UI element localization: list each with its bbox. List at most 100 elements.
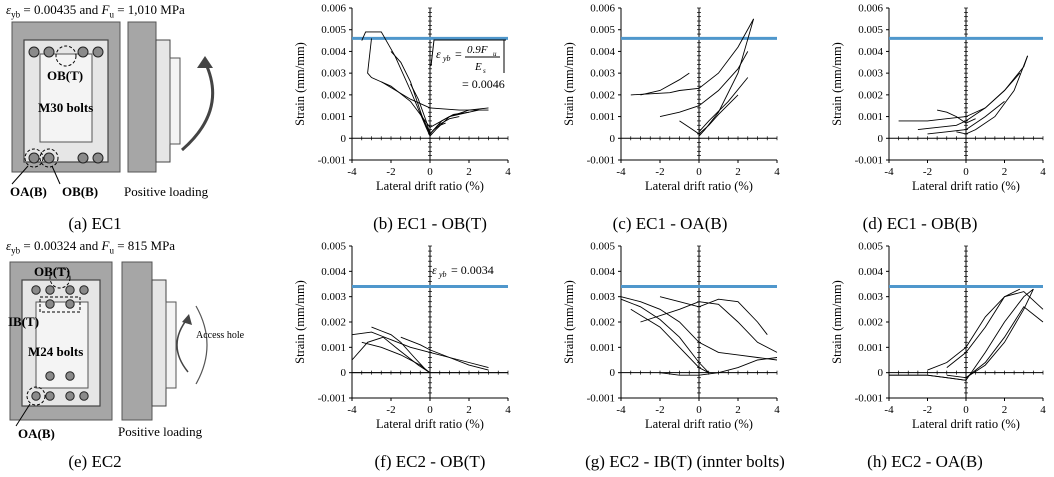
x-tick-label: -4 xyxy=(347,404,357,416)
ec1-strain-sub: yb xyxy=(11,9,21,20)
series-hysteresis-5 xyxy=(927,101,1005,135)
annotation-epsilon-sub: yb xyxy=(442,54,451,63)
ec2-leader-oab xyxy=(15,403,31,427)
x-axis-title: Lateral drift ratio (%) xyxy=(376,179,484,193)
series-hysteresis-1 xyxy=(898,55,1029,122)
series-hysteresis-5 xyxy=(381,81,489,111)
x-tick-label: -2 xyxy=(386,166,395,178)
x-axis-title: Lateral drift ratio (%) xyxy=(645,179,753,193)
series-hysteresis-3 xyxy=(640,301,778,353)
y-tick-label: 0.003 xyxy=(321,68,346,80)
y-tick-label: 0.003 xyxy=(321,291,346,303)
y-tick-label: 0.004 xyxy=(858,266,883,278)
x-tick-label: -4 xyxy=(347,166,357,178)
x-tick-label: -4 xyxy=(884,404,894,416)
annotation-equals: = xyxy=(455,47,462,61)
x-tick-label: -4 xyxy=(616,404,626,416)
ec1-bolts xyxy=(28,46,104,164)
ec2-side-beam xyxy=(165,301,177,389)
series-hysteresis-2 xyxy=(367,38,479,128)
annotation-result: = 0.0046 xyxy=(462,77,505,91)
y-tick-label: 0.005 xyxy=(321,241,346,253)
series-hysteresis-6 xyxy=(889,374,967,381)
series-hysteresis-1 xyxy=(620,296,778,361)
ec2-label-obt: OB(T) xyxy=(34,264,70,279)
ec2-strain-symbol: ε xyxy=(6,238,12,253)
ec1-strain-symbol: ε xyxy=(6,2,12,17)
y-tick-label: 0.001 xyxy=(590,111,615,123)
x-axis-title: Lateral drift ratio (%) xyxy=(645,417,753,431)
charts-layer: -0.00100.0010.0020.0030.0040.0050.006-4-… xyxy=(293,3,1046,432)
ec1-side-beam xyxy=(169,57,181,145)
y-tick-label: 0.004 xyxy=(858,46,883,58)
annotation-epsilon-sub: yb xyxy=(438,270,447,279)
annotation-epsilon: ε xyxy=(432,263,437,277)
ec2-arrow-head xyxy=(182,314,192,325)
ec2-header: εyb = 0.00324 and Fu = 815 MPa xyxy=(6,238,175,256)
ec1-leader-obb xyxy=(51,165,61,185)
ec2-strain-sub: yb xyxy=(11,245,21,256)
ec1-label-obt: OB(T) xyxy=(47,68,83,83)
series-hysteresis-4 xyxy=(659,296,768,335)
ec2-bolts xyxy=(31,285,89,401)
y-tick-label: 0.005 xyxy=(858,24,883,36)
y-tick-label: 0 xyxy=(341,133,347,145)
annotation-bracket xyxy=(430,39,506,67)
ec1-side-plate xyxy=(155,39,171,163)
ec1-fu-value: = 1,010 MPa xyxy=(117,2,185,17)
x-tick-label: 0 xyxy=(696,404,702,416)
x-tick-label: 2 xyxy=(466,404,472,416)
x-tick-label: -2 xyxy=(923,404,932,416)
y-tick-label: 0.004 xyxy=(321,266,346,278)
y-tick-label: 0.002 xyxy=(590,317,615,329)
ec1-rotation-arrow xyxy=(181,61,215,152)
y-tick-label: 0.003 xyxy=(858,68,883,80)
ec2-side-plate xyxy=(151,279,167,407)
series-hysteresis-2 xyxy=(946,288,1034,379)
x-axis-title: Lateral drift ratio (%) xyxy=(912,417,1020,431)
ec2-bolt-highlights xyxy=(26,267,81,406)
x-tick-label: 0 xyxy=(696,166,702,178)
y-tick-label: 0.005 xyxy=(590,241,615,253)
ec2-drawing: OB(T) IB(T) M24 bolts OA(B) Access hole … xyxy=(8,261,245,441)
y-tick-label: 0.006 xyxy=(590,3,615,15)
y-tick-label: 0.001 xyxy=(321,111,346,123)
annotation-denominator: E xyxy=(474,61,482,73)
x-tick-label: 4 xyxy=(1040,404,1046,416)
series-hysteresis-4 xyxy=(946,291,1044,368)
ec2-fu-symbol: F xyxy=(101,238,110,253)
y-tick-label: 0 xyxy=(878,367,884,379)
x-axis-title: Lateral drift ratio (%) xyxy=(376,417,484,431)
ec1-fu-sub: u xyxy=(109,9,114,20)
caption-c: (c) EC1 - OA(B) xyxy=(612,214,728,233)
series-hysteresis-6 xyxy=(419,112,446,135)
ec1-label-obb: OB(B) xyxy=(62,184,98,199)
series-hysteresis-5 xyxy=(400,336,489,369)
caption-b: (b) EC1 - OB(T) xyxy=(373,214,487,233)
y-tick-label: 0.001 xyxy=(858,342,883,354)
y-tick-label: 0.001 xyxy=(321,342,346,354)
x-tick-label: 0 xyxy=(427,404,433,416)
series-hysteresis-2 xyxy=(956,55,1029,135)
y-tick-label: -0.001 xyxy=(318,155,346,167)
x-tick-label: 0 xyxy=(963,404,969,416)
ec2-rotation-arrow xyxy=(176,317,189,373)
series-hysteresis-6 xyxy=(659,357,778,376)
y-tick-label: -0.001 xyxy=(855,155,883,167)
ec1-fu-symbol: F xyxy=(101,2,110,17)
x-tick-label: 4 xyxy=(505,404,511,416)
x-tick-label: 0 xyxy=(427,166,433,178)
y-tick-label: 0.002 xyxy=(321,317,346,329)
ec1-beam-web xyxy=(39,53,93,143)
ec2-fu-sub: u xyxy=(109,245,114,256)
ec1-leader-oab xyxy=(11,165,29,185)
ec1-side-column xyxy=(127,21,157,173)
series-hysteresis-4 xyxy=(640,72,690,96)
series-hysteresis-1 xyxy=(351,331,489,371)
ec2-bolt-size-label: M24 bolts xyxy=(28,344,83,359)
y-axis-title: Strain (mm/mm) xyxy=(293,280,307,364)
y-tick-label: 0.006 xyxy=(858,3,883,15)
ec2-side-label: Positive loading xyxy=(118,424,203,439)
y-tick-label: 0.002 xyxy=(321,89,346,101)
x-tick-label: 2 xyxy=(735,404,741,416)
